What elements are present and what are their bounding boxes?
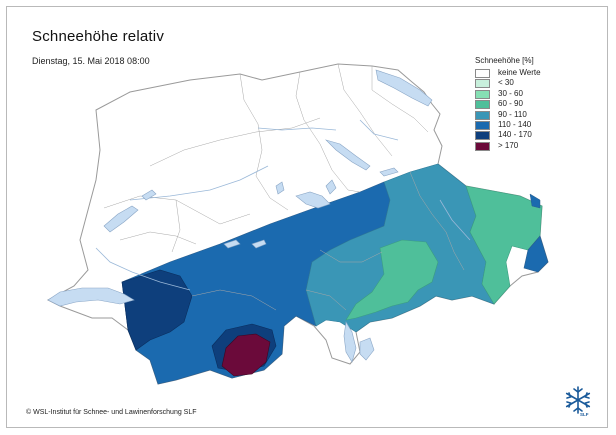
- region-60-90-east: [465, 185, 543, 305]
- region-110-140-north-east: [529, 193, 541, 209]
- legend-label: 60 - 90: [498, 99, 523, 109]
- copyright-notice: © WSL-Institut für Schnee- und Lawinenfo…: [26, 409, 197, 416]
- region-above-170: [221, 333, 271, 377]
- lakes: [47, 69, 433, 363]
- legend-label: 110 - 140: [498, 119, 532, 129]
- lake-lucerne: [295, 191, 331, 209]
- region-60-90-south: [345, 239, 439, 321]
- lake-sempach: [275, 181, 285, 195]
- legend-swatch: [475, 141, 490, 151]
- region-110-140-east: [523, 235, 549, 273]
- region-140-170-west: [121, 269, 193, 351]
- lake-maggiore: [343, 321, 357, 363]
- legend-swatch: [475, 69, 490, 78]
- canton-boundaries: [103, 63, 465, 311]
- legend-swatch: [475, 110, 490, 120]
- legend-swatch: [475, 89, 490, 99]
- lake-zug: [325, 179, 337, 195]
- lake-constance: [375, 69, 433, 107]
- lake-thun: [223, 239, 241, 249]
- lake-zurich: [324, 139, 371, 171]
- legend-swatch: [475, 131, 490, 141]
- legend-swatch: [475, 79, 490, 89]
- legend-label: 140 - 170: [498, 130, 532, 140]
- lake-neuchatel: [103, 205, 139, 233]
- lake-leman: [47, 287, 135, 307]
- lake-biel: [141, 189, 157, 201]
- map-title: Schneehöhe relativ: [32, 28, 165, 45]
- legend-title: Schneehöhe [%]: [475, 56, 534, 65]
- legend-label: < 30: [498, 78, 514, 88]
- legend-label: 90 - 110: [498, 109, 527, 119]
- rivers: [95, 119, 471, 291]
- lake-lugano: [359, 337, 375, 361]
- map-date: Dienstag, 15. Mai 2018 08:00: [32, 56, 150, 66]
- legend-swatch: [475, 120, 490, 130]
- lake-brienz: [251, 239, 267, 249]
- legend-label: keine Werte: [498, 68, 541, 77]
- legend-label: > 170: [498, 140, 519, 150]
- legend-swatch: [475, 100, 490, 110]
- snowflake-icon: [565, 386, 591, 414]
- legend-label: 30 - 60: [498, 88, 523, 98]
- lake-walen: [379, 167, 399, 177]
- logo-label: SLF: [580, 412, 589, 417]
